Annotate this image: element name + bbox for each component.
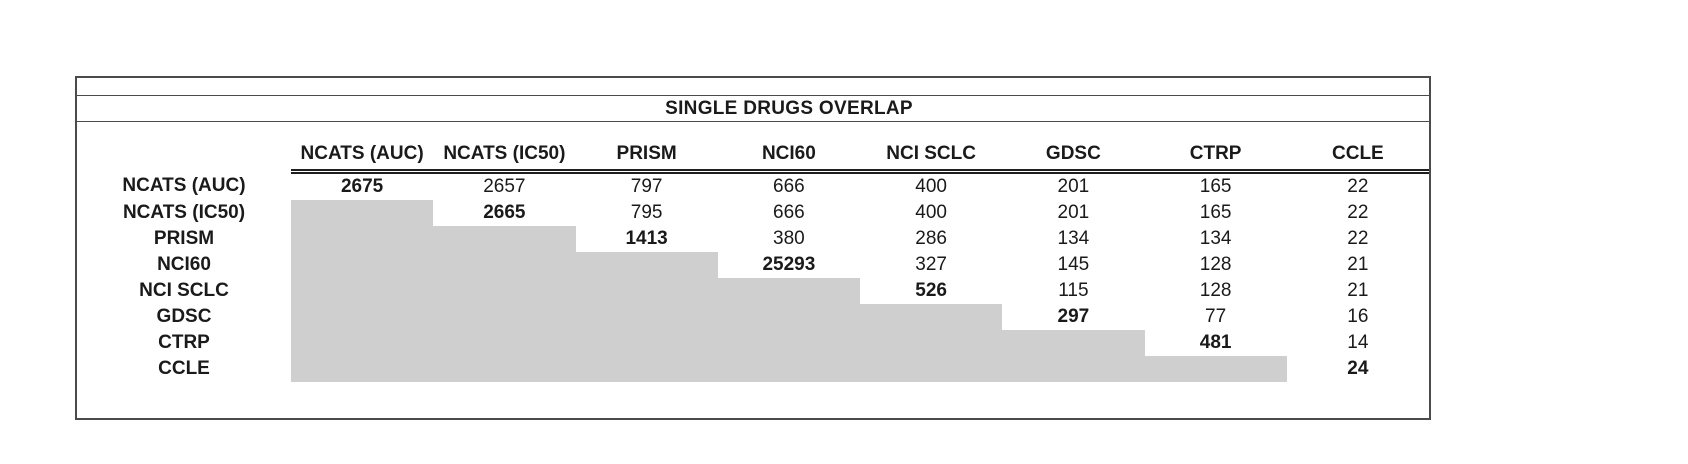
shaded-empty-cell <box>291 200 434 226</box>
shaded-empty-cell <box>291 304 434 330</box>
shaded-empty-cell <box>717 278 860 304</box>
column-header: GDSC <box>1002 138 1145 174</box>
row-label: NCI SCLC <box>139 280 229 301</box>
shaded-empty-cell <box>291 226 434 252</box>
shaded-empty-cell <box>717 330 860 356</box>
shaded-empty-cell <box>575 252 718 278</box>
matrix-row: CCLE 24 <box>77 356 1429 382</box>
overlap-cell: 134 <box>1199 228 1232 249</box>
shaded-empty-cell <box>860 330 1003 356</box>
overlap-cell: 21 <box>1347 254 1369 275</box>
overlap-cell: 21 <box>1347 280 1369 301</box>
shaded-empty-cell <box>860 304 1003 330</box>
shaded-empty-cell <box>1002 356 1145 382</box>
row-label: NCI60 <box>157 254 211 275</box>
shaded-empty-cell <box>291 278 434 304</box>
shaded-empty-cell <box>291 252 434 278</box>
overlap-cell: 2657 <box>483 176 526 197</box>
overlap-cell: 128 <box>1199 254 1232 275</box>
diagonal-overlap-cell: 24 <box>1347 358 1369 379</box>
column-header: CTRP <box>1144 138 1287 174</box>
shaded-empty-cell <box>433 226 576 252</box>
diagonal-overlap-cell: 2675 <box>340 176 384 197</box>
overlap-cell: 666 <box>773 202 805 223</box>
matrix-row: NCI60 25293 327 145 128 21 <box>77 252 1429 278</box>
row-label: NCATS (IC50) <box>122 202 246 223</box>
overlap-cell: 77 <box>1205 306 1227 327</box>
overlap-cell: 400 <box>915 176 947 197</box>
overlap-cell: 22 <box>1347 228 1369 249</box>
diagonal-overlap-cell: 2665 <box>483 202 526 223</box>
column-header: NCATS (IC50) <box>433 138 576 174</box>
overlap-cell: 134 <box>1057 228 1090 249</box>
overlap-cell: 16 <box>1347 306 1369 327</box>
diagonal-overlap-cell: 297 <box>1057 306 1090 327</box>
shaded-empty-cell <box>1144 356 1287 382</box>
row-label: GDSC <box>156 306 212 327</box>
row-label: CCLE <box>158 358 210 379</box>
diagonal-overlap-cell: 25293 <box>762 254 816 275</box>
shaded-empty-cell <box>291 330 434 356</box>
overlap-cell: 286 <box>915 228 947 249</box>
matrix-body: NCATS (AUC) 2675 2657 797 666 400 201 165 22 NCAT… <box>77 172 1429 382</box>
matrix-row: NCATS (AUC) 2675 2657 797 666 400 201 165 22 <box>77 172 1429 201</box>
shaded-empty-cell <box>433 304 576 330</box>
matrix-row: NCI SCLC 526 115 128 21 <box>77 278 1429 304</box>
table-title: SINGLE DRUGS OVERLAP <box>77 96 1429 122</box>
matrix-row: CTRP 481 14 <box>77 330 1429 356</box>
shaded-empty-cell <box>433 252 576 278</box>
matrix-row: NCATS (IC50) 2665 795 666 400 201 165 22 <box>77 200 1429 226</box>
row-label: CTRP <box>158 332 210 353</box>
row-header-spacer <box>77 138 291 172</box>
overlap-cell: 201 <box>1057 202 1090 223</box>
shaded-empty-cell <box>433 330 576 356</box>
overlap-cell: 145 <box>1057 254 1090 275</box>
diagonal-overlap-cell: 1413 <box>625 228 668 249</box>
overlap-cell: 115 <box>1058 280 1089 301</box>
matrix-row: PRISM 1413 380 286 134 134 22 <box>77 226 1429 252</box>
overlap-cell: 201 <box>1057 176 1090 197</box>
shaded-empty-cell <box>575 356 718 382</box>
overlap-cell: 327 <box>915 254 947 275</box>
shaded-empty-cell <box>717 304 860 330</box>
shaded-empty-cell <box>575 304 718 330</box>
column-header: NCI SCLC <box>860 138 1003 174</box>
single-drugs-overlap-panel: SINGLE DRUGS OVERLAP NCATS (AUC) NCATS (I… <box>75 76 1431 420</box>
shaded-empty-cell <box>433 278 576 304</box>
diagonal-overlap-cell: 481 <box>1199 332 1232 353</box>
header-row: NCATS (AUC) NCATS (IC50) PRISM NCI60 NCI SCL… <box>77 138 1429 174</box>
matrix-row: GDSC 297 77 16 <box>77 304 1429 330</box>
overlap-cell: 22 <box>1347 176 1369 197</box>
overlap-cell: 165 <box>1199 176 1232 197</box>
shaded-empty-cell <box>1002 330 1145 356</box>
overlap-cell: 400 <box>915 202 947 223</box>
overlap-cell: 666 <box>773 176 805 197</box>
overlap-cell: 22 <box>1347 202 1369 223</box>
overlap-cell: 14 <box>1347 332 1369 353</box>
column-header: NCI60 <box>717 138 860 174</box>
shaded-empty-cell <box>291 356 434 382</box>
row-label: PRISM <box>153 228 215 249</box>
diagonal-overlap-cell: 526 <box>915 280 947 301</box>
overlap-cell: 380 <box>773 228 805 249</box>
overlap-cell: 128 <box>1199 280 1232 301</box>
column-header: CCLE <box>1286 138 1429 174</box>
column-header: NCATS (AUC) <box>291 138 434 174</box>
overlap-cell: 795 <box>630 202 663 223</box>
shaded-empty-cell <box>860 356 1003 382</box>
shaded-empty-cell <box>717 356 860 382</box>
overlap-cell: 797 <box>630 176 663 197</box>
shaded-empty-cell <box>575 278 718 304</box>
overlap-matrix-table: NCATS (AUC) NCATS (IC50) PRISM NCI60 NCI SCL… <box>77 138 1429 382</box>
column-header: PRISM <box>575 138 718 174</box>
row-label: NCATS (AUC) <box>122 174 246 196</box>
panel-top-strip <box>77 78 1429 96</box>
shaded-empty-cell <box>433 356 576 382</box>
shaded-empty-cell <box>575 330 718 356</box>
table-area: NCATS (AUC) NCATS (IC50) PRISM NCI60 NCI SCL… <box>77 122 1429 382</box>
overlap-cell: 165 <box>1199 202 1232 223</box>
